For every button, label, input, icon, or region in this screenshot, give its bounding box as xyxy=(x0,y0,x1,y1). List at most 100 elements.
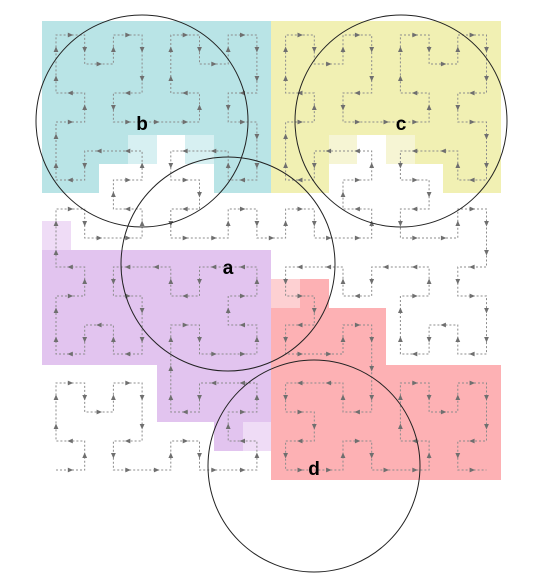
region-yellow-light-cell xyxy=(386,135,415,164)
curve-arrow xyxy=(484,308,489,314)
curve-arrow xyxy=(53,133,59,139)
curve-arrow xyxy=(397,336,403,342)
curve-arrow xyxy=(297,90,303,96)
curve-arrow xyxy=(139,337,145,343)
curve-arrow xyxy=(168,75,174,81)
curve-arrow xyxy=(426,47,432,53)
circle-label-a: a xyxy=(223,258,234,279)
curve-arrow xyxy=(67,467,74,473)
curve-arrow xyxy=(369,76,375,82)
curve-arrow xyxy=(111,279,116,285)
curve-arrow xyxy=(369,47,375,53)
curve-arrow xyxy=(426,192,432,198)
curve-arrow xyxy=(211,467,217,473)
curve-arrow xyxy=(354,90,360,96)
circle-c xyxy=(294,14,508,228)
curve-arrow xyxy=(210,264,217,270)
curve-arrow xyxy=(455,105,461,111)
curve-arrow xyxy=(484,250,489,256)
curve-arrow xyxy=(484,424,489,430)
curve-arrow xyxy=(111,394,116,400)
curve-arrow xyxy=(225,46,231,52)
curve-arrow xyxy=(326,467,332,473)
curve-arrow xyxy=(311,163,317,169)
curve-arrow xyxy=(397,394,403,400)
curve-arrow xyxy=(283,337,289,343)
curve-arrow xyxy=(469,90,475,96)
curve-arrow xyxy=(96,235,103,241)
curve-arrow xyxy=(82,337,88,343)
curve-arrow xyxy=(340,46,346,52)
curve-arrow xyxy=(254,76,260,82)
curve-arrow xyxy=(354,32,361,38)
curve-arrow xyxy=(240,32,246,38)
circle-label-c: c xyxy=(396,114,407,135)
curve-arrow xyxy=(297,351,303,357)
curve-arrow xyxy=(67,206,74,212)
curve-arrow xyxy=(268,235,275,241)
curve-arrow xyxy=(397,307,403,313)
circle-labels: a b c d xyxy=(136,114,407,480)
curve-arrow xyxy=(484,337,489,343)
curve-arrow xyxy=(96,148,102,154)
curve-arrow xyxy=(240,119,246,125)
curve-arrow xyxy=(53,423,59,429)
region-yellow-light-cell xyxy=(329,135,357,164)
curve-arrow xyxy=(239,438,245,444)
curve-arrow xyxy=(124,148,131,154)
curve-arrow xyxy=(254,278,260,284)
curve-arrow xyxy=(397,163,403,169)
curve-arrow xyxy=(168,365,174,371)
curve-arrow xyxy=(340,452,346,458)
curve-arrow xyxy=(82,278,88,284)
curve-arrow xyxy=(211,61,217,67)
curve-arrow xyxy=(240,409,246,415)
curve-arrow xyxy=(197,192,202,198)
curve-arrow xyxy=(283,75,289,81)
curve-arrow xyxy=(254,336,260,342)
curve-arrow xyxy=(168,163,174,169)
curve-arrow xyxy=(369,337,375,343)
region-cyan-light-cell xyxy=(128,135,157,164)
curve-arrow xyxy=(197,104,202,110)
curve-arrow xyxy=(67,351,73,357)
curve-arrow xyxy=(254,221,260,227)
curve-arrow xyxy=(411,148,418,154)
curve-arrow xyxy=(383,467,389,473)
curve-arrow xyxy=(340,105,346,111)
curve-arrow xyxy=(125,32,131,38)
curve-arrow xyxy=(484,134,489,140)
curve-arrow xyxy=(240,351,246,357)
curve-arrow xyxy=(297,467,303,473)
curve-arrow xyxy=(484,163,489,169)
curve-arrow xyxy=(397,46,403,52)
curve-arrow xyxy=(67,438,73,444)
curve-arrow xyxy=(340,278,346,284)
curve-arrow xyxy=(197,453,202,459)
curve-arrow xyxy=(182,206,188,212)
curve-arrow xyxy=(53,394,59,400)
circle-label-d: d xyxy=(308,459,320,480)
curve-arrow xyxy=(139,76,145,82)
circle-layer xyxy=(35,14,508,573)
curve-arrow xyxy=(397,423,403,429)
curve-arrow xyxy=(412,467,418,473)
curve-arrow xyxy=(469,438,475,444)
curve-direction-arrows xyxy=(53,32,489,473)
curve-arrow xyxy=(297,380,303,386)
curve-arrow xyxy=(254,163,260,169)
curve-arrow xyxy=(239,380,245,386)
curve-arrow xyxy=(297,32,303,38)
curve-arrow xyxy=(53,162,59,168)
curve-arrow xyxy=(283,279,289,285)
curve-arrow xyxy=(254,134,260,140)
curve-arrow xyxy=(469,177,475,183)
curve-arrow xyxy=(484,395,489,401)
curve-arrow xyxy=(96,322,102,328)
curve-arrow xyxy=(455,279,461,285)
curve-arrow xyxy=(240,467,246,473)
curve-arrow xyxy=(182,293,188,299)
curve-arrow xyxy=(397,75,403,81)
curve-arrow xyxy=(455,162,461,168)
